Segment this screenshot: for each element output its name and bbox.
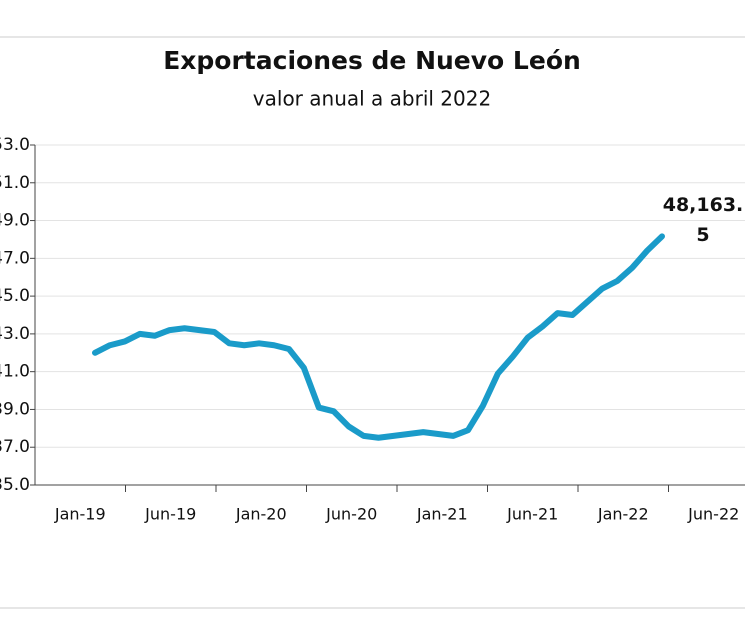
x-tick-label: Jan-22 [597,505,649,524]
x-tick-label: Jun-22 [687,505,739,524]
y-tick-label: 47.0 [0,248,30,268]
data-label: 48,163.5 [662,194,744,246]
x-tick-label: Jun-21 [506,505,558,524]
x-tick-label: Jun-19 [144,505,196,524]
x-tick-label: Jun-20 [325,505,377,524]
y-tick-label: 45.0 [0,286,30,306]
y-tick-label: 49.0 [0,211,30,231]
y-tick-label: 51.0 [0,173,30,193]
chart-subtitle: valor anual a abril 2022 [253,87,491,111]
y-tick-label: 53.0 [0,135,30,155]
y-tick-label: 35.0 [0,475,30,495]
x-tick-label: Jan-21 [416,505,468,524]
y-tick-label: 41.0 [0,362,30,382]
chart-title: Exportaciones de Nuevo León [163,46,581,75]
y-tick-label: 43.0 [0,324,30,344]
x-tick-label: Jan-19 [54,505,106,524]
line-series [92,233,665,441]
y-tick-label: 37.0 [0,437,30,457]
y-tick-label: 39.0 [0,399,30,419]
x-tick-label: Jan-20 [235,505,287,524]
